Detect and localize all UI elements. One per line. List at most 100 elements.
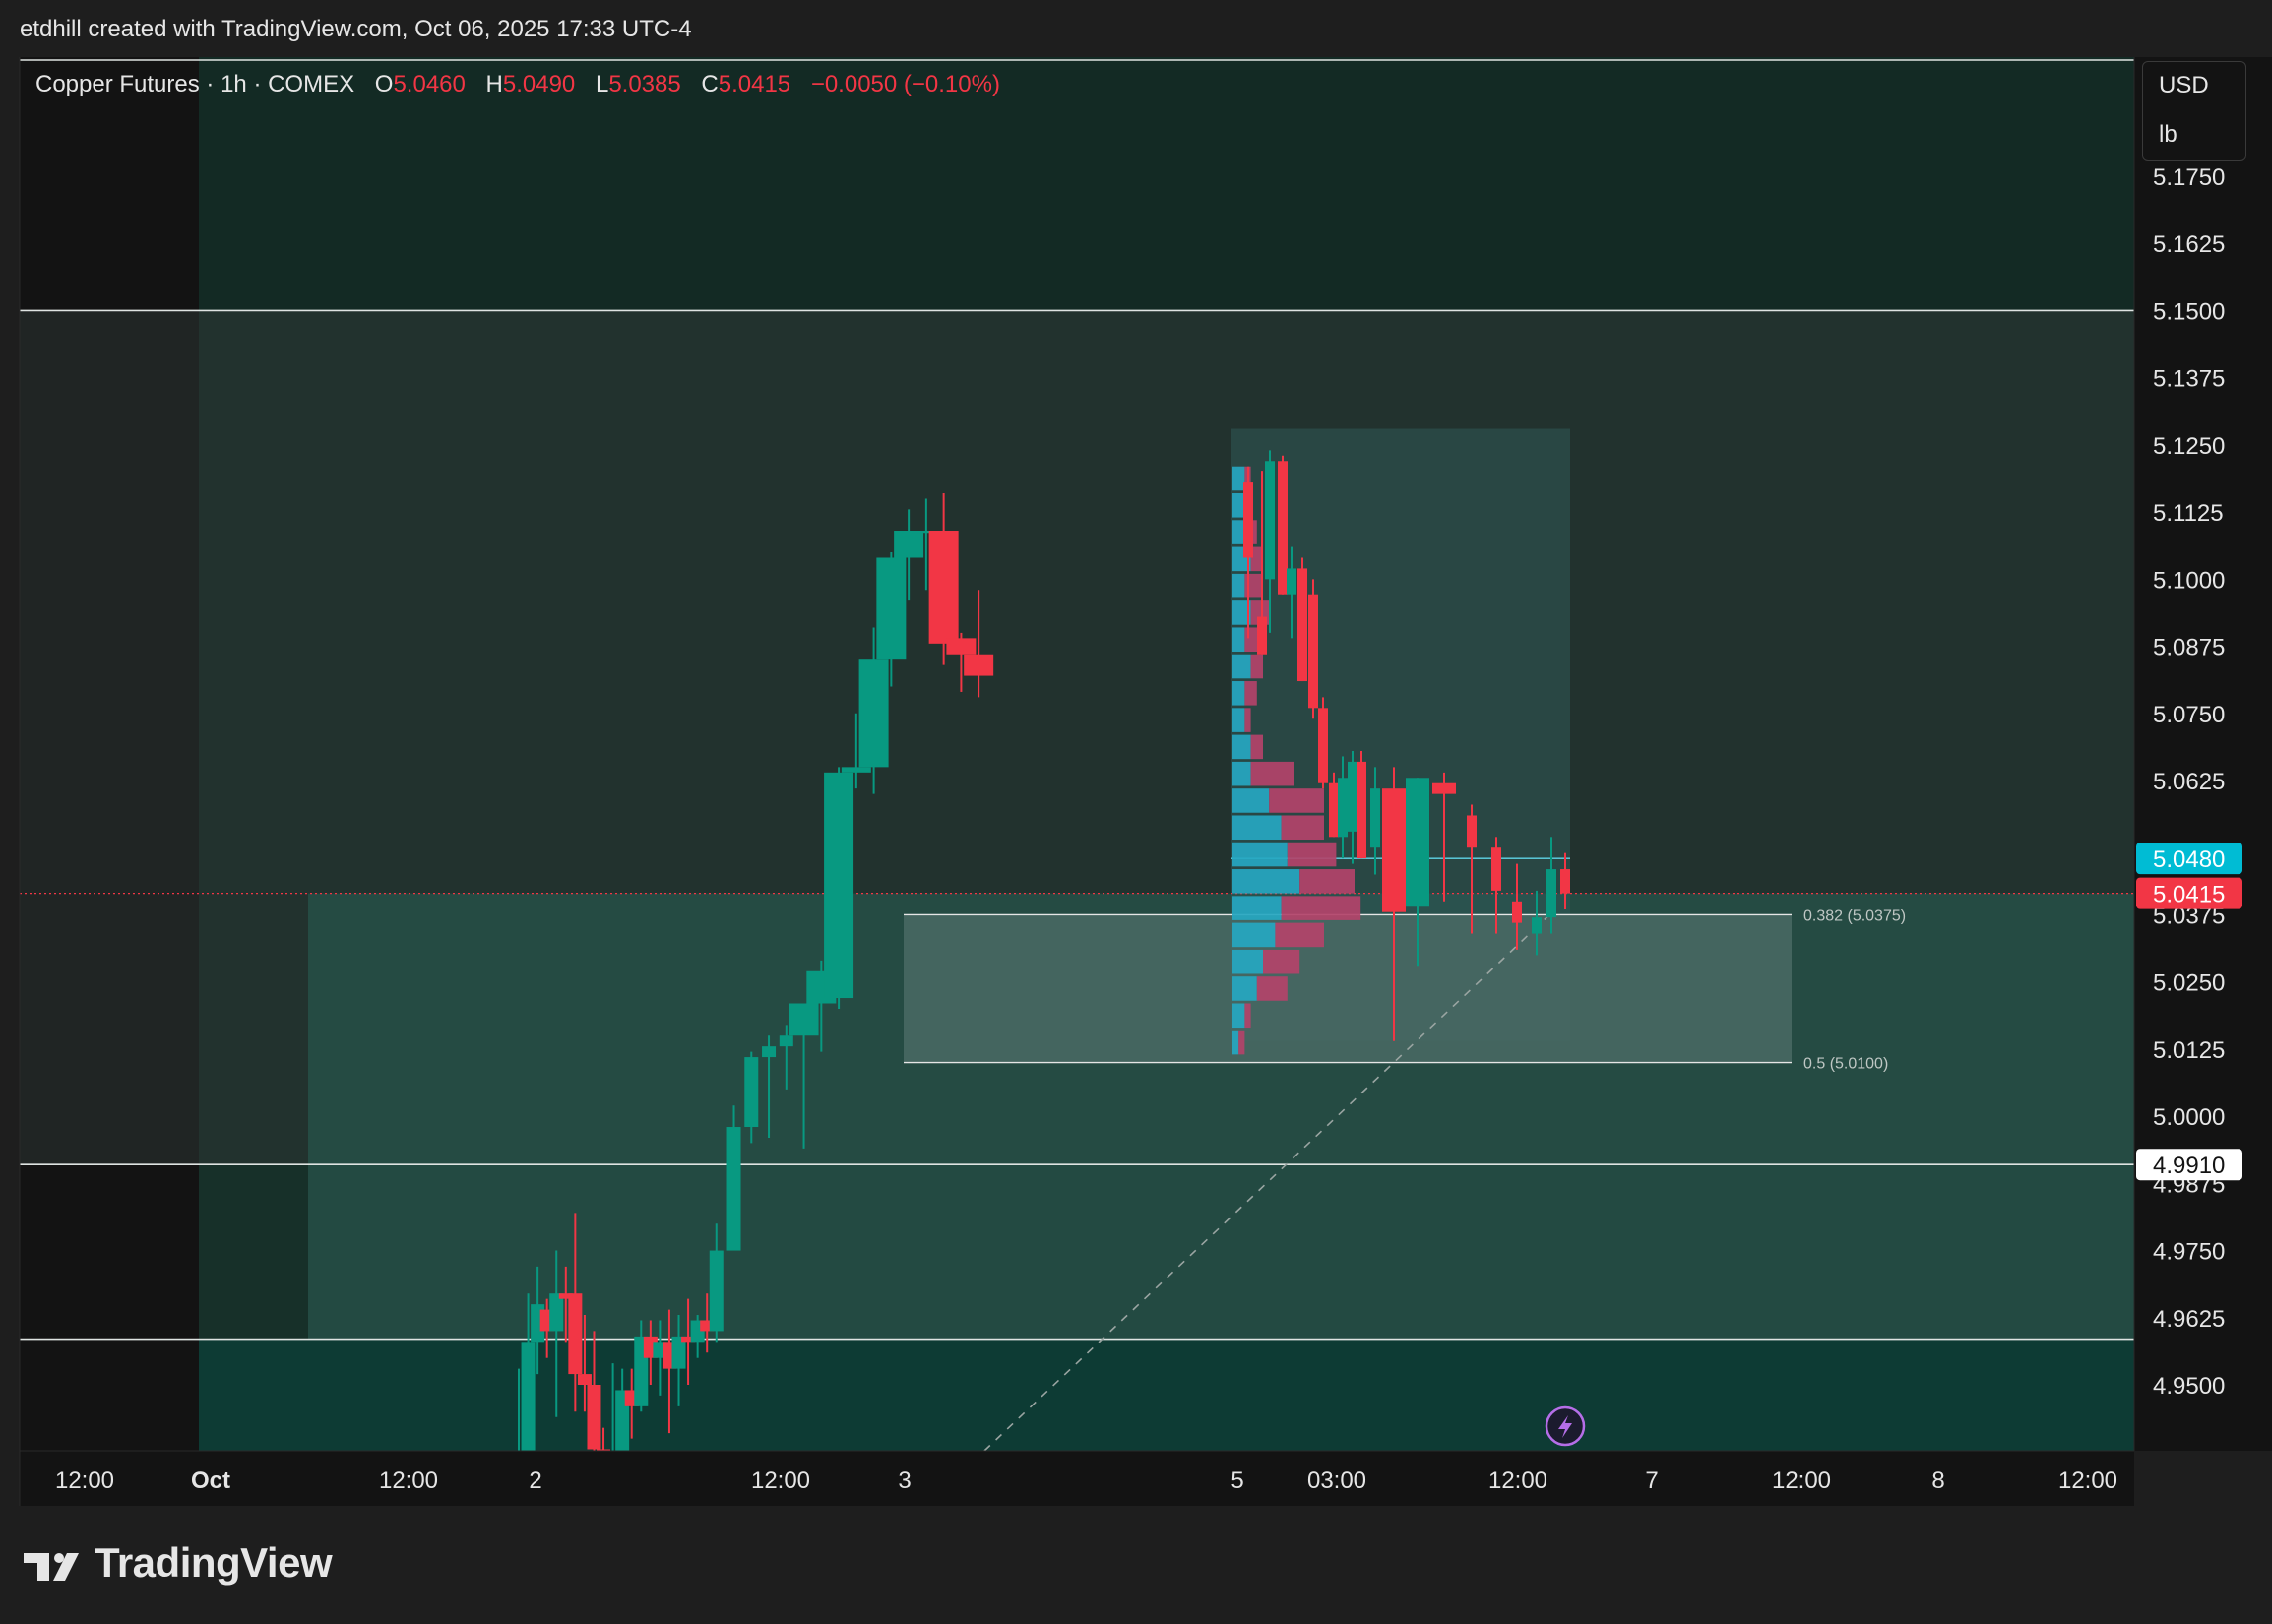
y-tick-label-15: 4.9750 [2153, 1239, 2225, 1266]
vp-down-bar-17 [1275, 922, 1324, 948]
tradingview-logo-icon[interactable] [24, 1541, 93, 1589]
legend-high: 5.0490 [502, 71, 576, 97]
time-axis [20, 1451, 2134, 1506]
y-tick-label-1: 5.1625 [2153, 231, 2225, 258]
candle-body-35 [946, 638, 977, 655]
vp-down-bar-21 [1238, 1030, 1245, 1055]
x-tick-label-4: 12:00 [751, 1468, 810, 1494]
candle-body-r10 [1348, 761, 1357, 832]
legend-close-label: C [701, 71, 719, 97]
candle-body-r2 [1265, 461, 1275, 580]
candle-body-r11 [1357, 761, 1366, 859]
vp-up-bar-9 [1232, 708, 1245, 732]
vp-up-bar-5 [1232, 600, 1251, 625]
x-tick-label-0: 12:00 [55, 1468, 114, 1494]
y-tick-label-7: 5.0875 [2153, 635, 2225, 661]
legend-change: −0.0050 (−0.10%) [810, 71, 1000, 97]
price-tag-2 [2136, 1149, 2242, 1181]
vp-up-bar-15 [1232, 869, 1300, 894]
vp-down-bar-7 [1250, 654, 1263, 679]
candle-body-r16 [1467, 815, 1477, 848]
candle-body-r18 [1512, 901, 1522, 923]
candle-body-18 [681, 1336, 696, 1343]
y-tick-label-11: 5.0250 [2153, 970, 2225, 997]
vp-down-bar-20 [1244, 1003, 1251, 1029]
candle-body-r13 [1382, 788, 1406, 912]
candle-body-20 [700, 1320, 715, 1332]
candle-body-r15 [1432, 782, 1456, 794]
candle-body-r1 [1257, 616, 1267, 655]
candle-body-8 [587, 1385, 601, 1450]
candle-body-r7 [1318, 708, 1328, 783]
candle-body-r8 [1329, 782, 1339, 838]
fib-zone [904, 914, 1792, 1063]
candle-body-1 [521, 1342, 536, 1451]
unit-label[interactable]: lb [2159, 121, 2177, 148]
candle-body-24 [762, 1046, 777, 1058]
candle-body-r5 [1297, 568, 1307, 682]
vp-up-bar-7 [1232, 654, 1251, 679]
y-tick-label-3: 5.1375 [2153, 366, 2225, 393]
candle-body-34 [928, 531, 959, 644]
candle-body-31 [876, 557, 907, 660]
legend-close: 5.0415 [718, 71, 791, 97]
legend-low-label: L [595, 71, 609, 97]
vp-down-bar-15 [1299, 869, 1355, 894]
candle-body-30 [858, 659, 889, 768]
candle-body-r19 [1532, 917, 1542, 934]
zone-bottom-left [20, 1339, 199, 1451]
legend-open-label: O [374, 71, 394, 97]
vp-up-bar-8 [1232, 681, 1245, 706]
price-tag-label-1: 5.0415 [2153, 882, 2225, 908]
zone-bottom-green [199, 1339, 2134, 1451]
candle-body-21 [709, 1250, 724, 1332]
currency-label[interactable]: USD [2159, 72, 2209, 98]
y-tick-label-9: 5.0625 [2153, 769, 2225, 795]
vp-up-bar-19 [1232, 976, 1257, 1001]
candle-body-r21 [1560, 869, 1570, 894]
candle-body-r0 [1243, 482, 1253, 558]
vp-up-bar-6 [1232, 627, 1245, 653]
price-axis [2134, 57, 2272, 1451]
x-tick-label-10: 12:00 [1772, 1468, 1831, 1494]
candle-body-4 [549, 1293, 564, 1332]
vp-down-bar-11 [1250, 761, 1294, 786]
candle-body-5 [558, 1293, 573, 1299]
vp-down-bar-3 [1250, 546, 1263, 572]
price-tag-1 [2136, 877, 2242, 909]
x-tick-label-3: 2 [529, 1468, 541, 1494]
zone-top-left [20, 57, 199, 311]
candle-body-r14 [1406, 778, 1429, 907]
vp-down-bar-14 [1287, 842, 1337, 867]
vp-up-bar-11 [1232, 761, 1251, 786]
vp-up-bar-10 [1232, 734, 1251, 760]
fib-label-0: 0.382 (5.0375) [1803, 907, 1906, 924]
brand-name[interactable]: TradingView [95, 1539, 333, 1586]
candle-body-r3 [1278, 461, 1288, 595]
vp-down-bar-16 [1281, 896, 1361, 920]
y-tick-label-12: 5.0125 [2153, 1037, 2225, 1064]
vp-up-bar-18 [1232, 949, 1263, 974]
vp-up-bar-14 [1232, 842, 1288, 867]
x-tick-label-6: 5 [1231, 1468, 1243, 1494]
currency-unit-selector[interactable]: USD lb [2142, 61, 2246, 161]
lightning-icon-bolt [1558, 1415, 1572, 1438]
x-tick-label-11: 8 [1931, 1468, 1944, 1494]
vp-up-bar-2 [1232, 520, 1245, 544]
vp-down-bar-13 [1281, 815, 1324, 841]
vp-down-bar-10 [1250, 734, 1263, 760]
vp-up-bar-21 [1232, 1030, 1239, 1055]
y-tick-label-17: 4.9500 [2153, 1373, 2225, 1400]
candle-body-r20 [1546, 869, 1556, 918]
vp-up-bar-12 [1232, 788, 1270, 813]
candle-body-26 [789, 1003, 819, 1036]
y-tick-label-13: 5.0000 [2153, 1104, 2225, 1131]
x-tick-label-12: 12:00 [2058, 1468, 2117, 1494]
y-tick-label-8: 5.0750 [2153, 702, 2225, 728]
legend-high-label: H [485, 71, 503, 97]
x-tick-label-5: 3 [898, 1468, 911, 1494]
candle-body-36 [964, 654, 994, 676]
vp-up-bar-1 [1232, 493, 1245, 518]
